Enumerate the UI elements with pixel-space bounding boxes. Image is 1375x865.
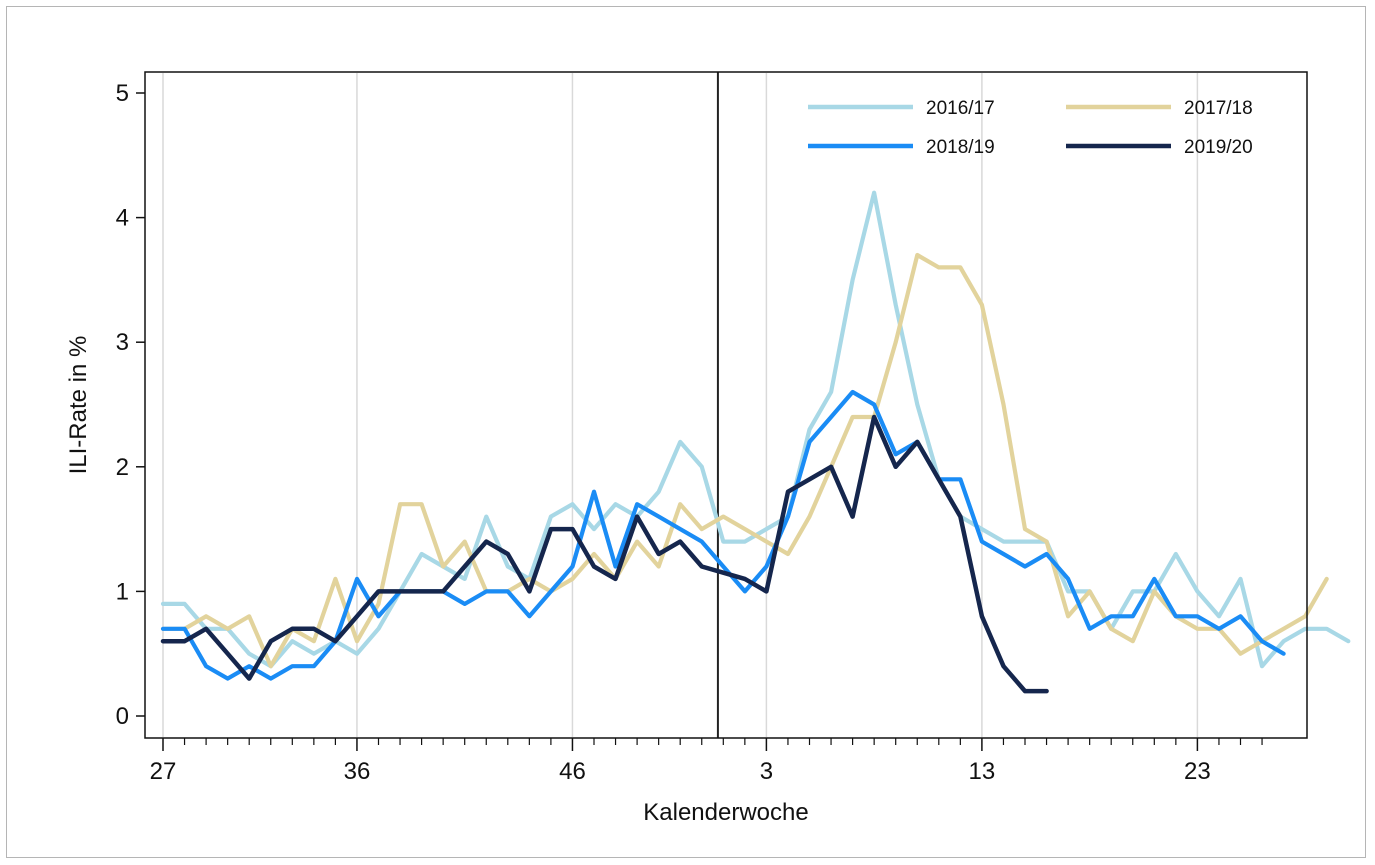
series-line-2018-19 (160, 389, 1286, 681)
y-tick-label: 5 (116, 80, 129, 107)
x-tick-label: 3 (760, 758, 773, 785)
x-axis-title: Kalenderwoche (643, 799, 808, 826)
legend-label: 2016/17 (926, 98, 995, 119)
series-lines (160, 190, 1351, 694)
legend-label: 2018/19 (926, 137, 995, 158)
x-tick-label: 36 (344, 758, 371, 785)
y-tick-label: 1 (116, 578, 129, 605)
x-tick-label: 27 (150, 758, 177, 785)
y-tick-label: 0 (116, 703, 129, 730)
y-tick-label: 4 (116, 205, 129, 232)
x-tick-label: 13 (969, 758, 996, 785)
legend-label: 2017/18 (1184, 98, 1253, 119)
plot-area-border (144, 71, 1308, 739)
y-tick-label: 3 (116, 329, 129, 356)
legend-label: 2019/20 (1184, 137, 1253, 158)
x-tick-label: 46 (559, 758, 586, 785)
y-axis-title: ILI-Rate in % (65, 336, 92, 475)
x-tick-label: 23 (1184, 758, 1211, 785)
y-tick-label: 2 (116, 454, 129, 481)
series-line-2019-20 (160, 414, 1049, 694)
series-line-2017-18 (160, 252, 1329, 669)
legend: 2016/17 2017/18 2018/19 2019/20 (808, 98, 1253, 158)
grid-lines (162, 73, 1199, 737)
